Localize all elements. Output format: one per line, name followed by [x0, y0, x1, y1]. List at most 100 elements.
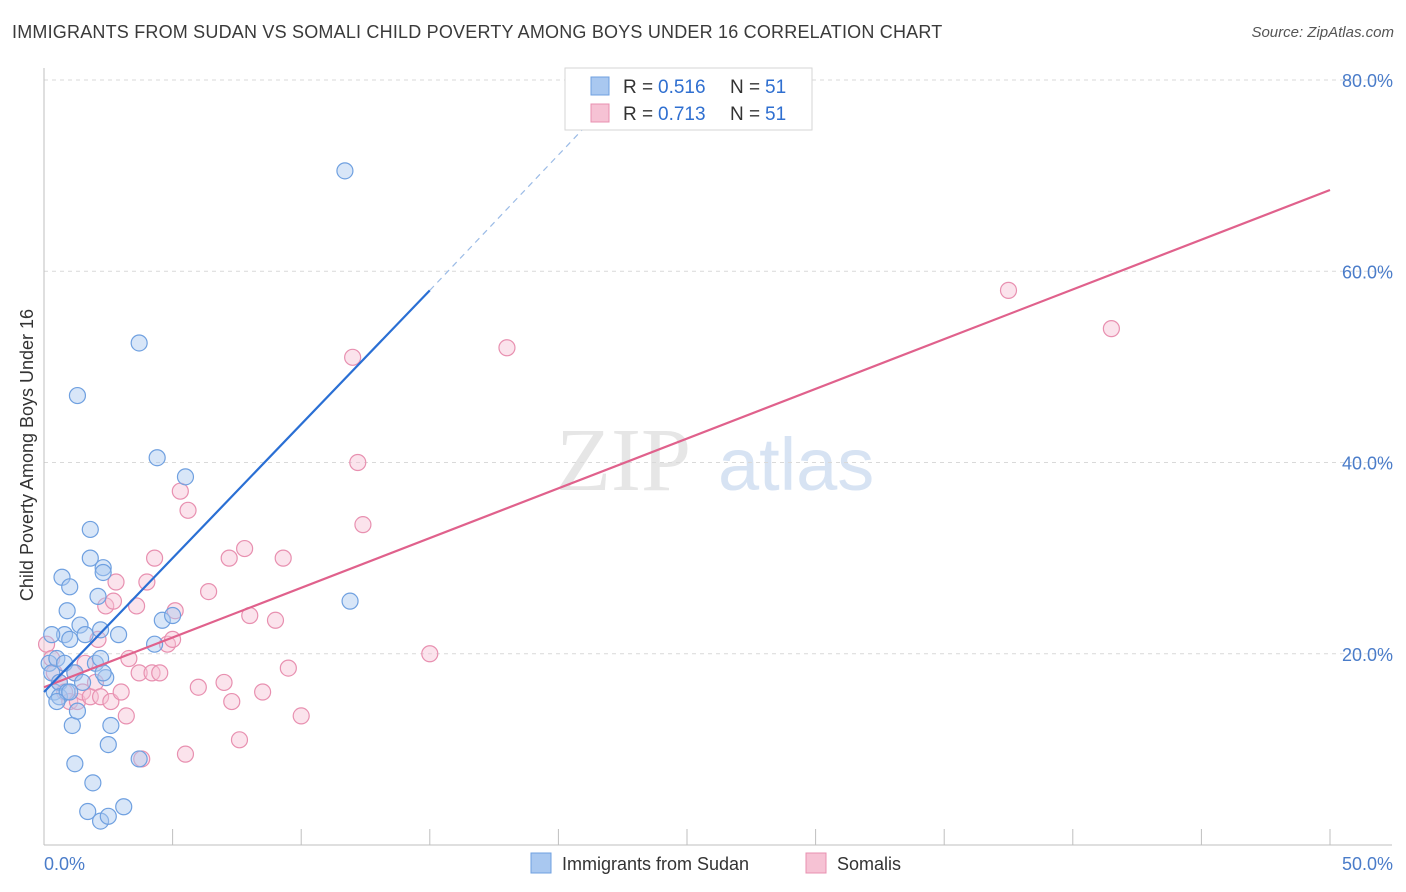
point-sudan: [63, 716, 81, 735]
point-somalis: [89, 630, 107, 649]
point-sudan: [94, 559, 112, 577]
point-sudan: [94, 563, 112, 582]
point-somalis: [104, 592, 123, 610]
point-sudan: [102, 716, 120, 735]
point-somalis: [112, 683, 130, 701]
point-sudan: [130, 334, 148, 352]
point-somalis: [117, 707, 135, 725]
point-somalis: [43, 649, 61, 668]
point-somalis: [151, 664, 169, 682]
point-sudan: [97, 669, 115, 687]
watermark-zip: ZIP: [556, 411, 691, 510]
point-somalis: [176, 745, 195, 763]
point-sudan: [115, 798, 133, 816]
point-sudan: [48, 692, 66, 711]
point-somalis: [223, 692, 241, 711]
chart-title: IMMIGRANTS FROM SUDAN VS SOMALI CHILD PO…: [12, 22, 943, 42]
point-somalis: [171, 482, 189, 500]
x-tick-label: 0.0%: [44, 854, 85, 874]
point-somalis: [1102, 320, 1120, 338]
point-sudan: [55, 626, 74, 644]
point-sudan: [81, 549, 99, 567]
point-sudan: [99, 735, 117, 754]
point-somalis: [215, 673, 233, 692]
point-somalis: [189, 678, 207, 696]
point-sudan: [68, 702, 87, 720]
bottom-legend-label-somalis: Somalis: [837, 854, 901, 874]
point-somalis: [344, 348, 362, 366]
point-somalis: [999, 281, 1018, 299]
point-somalis: [421, 645, 439, 663]
trend-line-somalis: [43, 188, 1331, 689]
legend-n-value-somalis: 51: [765, 104, 786, 125]
point-sudan: [341, 592, 359, 610]
point-sudan: [130, 750, 148, 768]
point-sudan: [76, 626, 94, 644]
point-somalis: [354, 516, 372, 534]
point-sudan: [81, 520, 99, 539]
legend-swatch-somalis: [590, 103, 610, 123]
y-tick-label: 80.0%: [1342, 71, 1393, 91]
point-sudan: [99, 807, 117, 825]
x-tick-label: 50.0%: [1342, 854, 1393, 874]
legend-r-label-somalis: R =: [623, 104, 653, 125]
point-sudan: [148, 449, 166, 467]
y-tick-label: 60.0%: [1342, 262, 1393, 282]
point-somalis: [266, 611, 285, 629]
gridlines: [44, 79, 1395, 655]
point-sudan: [164, 606, 182, 625]
point-somalis: [91, 688, 110, 706]
point-somalis: [220, 549, 238, 567]
legend-r-label-sudan: R =: [623, 77, 653, 98]
watermark-atlas: atlas: [718, 423, 874, 506]
point-sudan: [89, 587, 107, 605]
point-somalis: [498, 339, 516, 357]
point-somalis: [145, 549, 164, 567]
bottom-legend: Immigrants from Sudan Somalis: [530, 852, 901, 874]
point-sudan: [79, 802, 97, 821]
point-somalis: [107, 573, 125, 591]
legend-r-value-somalis: 0.713: [658, 104, 706, 125]
legend-swatch-sudan: [590, 76, 610, 96]
trend-line-sudan-extension: [429, 127, 585, 291]
point-somalis: [130, 664, 148, 682]
point-sudan: [73, 673, 92, 692]
data-points: [37, 162, 1120, 830]
point-sudan: [61, 630, 79, 649]
point-sudan: [153, 611, 171, 629]
point-somalis: [254, 683, 272, 701]
point-sudan: [68, 386, 87, 405]
point-sudan: [84, 774, 102, 792]
tick-labels: 20.0% 40.0% 60.0% 80.0% 0.0% 50.0%: [44, 71, 1393, 874]
point-sudan: [71, 616, 89, 634]
point-somalis: [292, 707, 310, 725]
point-sudan: [91, 649, 110, 668]
source-label: Source: ZipAtlas.com: [1251, 24, 1394, 41]
bottom-legend-label-sudan: Immigrants from Sudan: [562, 854, 749, 874]
point-somalis: [138, 573, 156, 591]
bottom-legend-swatch-sudan: [530, 852, 552, 874]
point-sudan: [336, 162, 354, 180]
point-sudan: [61, 578, 79, 596]
y-axis-label: Child Poverty Among Boys Under 16: [17, 309, 37, 601]
point-somalis: [279, 659, 297, 677]
point-sudan: [66, 755, 84, 773]
point-somalis: [200, 582, 218, 601]
bottom-legend-swatch-somalis: [805, 852, 827, 874]
point-sudan: [43, 626, 61, 644]
point-somalis: [127, 597, 146, 615]
point-somalis: [179, 501, 197, 519]
y-tick-label: 40.0%: [1342, 454, 1393, 474]
point-sudan: [58, 602, 76, 620]
trend-line-sudan: [43, 289, 431, 693]
point-somalis: [166, 602, 184, 620]
legend-n-label-sudan: N =: [730, 77, 760, 98]
y-tick-label: 20.0%: [1342, 645, 1393, 665]
trend-lines: [43, 127, 1331, 693]
legend-n-value-sudan: 51: [765, 77, 786, 98]
legend-n-label-somalis: N =: [730, 104, 760, 125]
point-somalis: [236, 539, 254, 558]
point-somalis: [230, 731, 249, 749]
point-somalis: [274, 549, 292, 567]
